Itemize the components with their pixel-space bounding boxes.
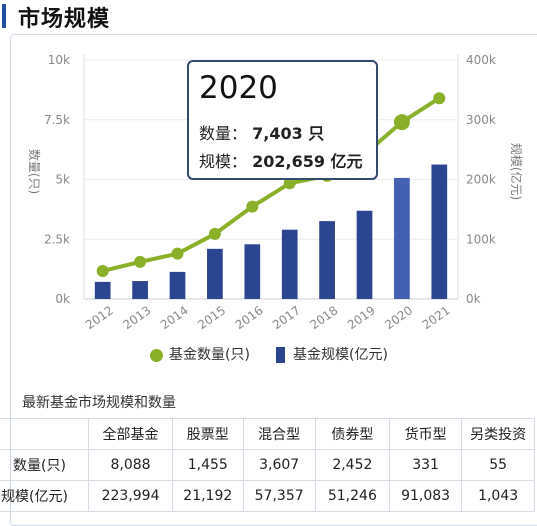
tooltip-count-value: 7,403 只 bbox=[252, 124, 325, 143]
table-cell: 1,455 bbox=[172, 449, 244, 481]
table-cell: 331 bbox=[388, 449, 463, 481]
table-header-cell: 股票型 bbox=[172, 418, 244, 450]
table-cell: 51,246 bbox=[314, 480, 390, 512]
title-accent-bar bbox=[2, 4, 6, 28]
x-tick-2016: 2016 bbox=[233, 303, 266, 332]
tooltip-count-row: 数量： 7,403 只 bbox=[199, 120, 324, 144]
legend-bar-icon bbox=[276, 347, 285, 363]
table-header-row: 全部基金 股票型 混合型 债券型 货币型 另类投资 bbox=[0, 418, 535, 450]
x-tick-2013: 2013 bbox=[120, 303, 153, 332]
table-row-label: 数量(只) bbox=[0, 449, 90, 481]
y-tick-right: 200k bbox=[466, 173, 496, 187]
table-cell: 91,083 bbox=[388, 480, 463, 512]
count-point-2021 bbox=[433, 92, 446, 105]
count-point-2014 bbox=[171, 247, 184, 260]
table-row-label: 规模(亿元) bbox=[0, 480, 90, 512]
legend-item-count[interactable]: 基金数量(只) bbox=[150, 344, 250, 364]
bar-2020 bbox=[394, 177, 410, 299]
x-tick-2015: 2015 bbox=[195, 303, 228, 332]
count-point-2020 bbox=[393, 114, 410, 131]
table-cell: 8,088 bbox=[88, 449, 174, 481]
y-axis-title-right: 规模(亿元) bbox=[509, 143, 524, 200]
table-cell: 223,994 bbox=[88, 480, 174, 512]
page-title: 市场规模 bbox=[18, 7, 111, 32]
tooltip-year: 2020 bbox=[199, 70, 278, 106]
table-header-cell: 债券型 bbox=[314, 418, 390, 450]
y-tick-left: 2.5k bbox=[44, 232, 70, 246]
tooltip-scale-value: 202,659 亿元 bbox=[252, 152, 363, 171]
table-header-cell: 另类投资 bbox=[461, 418, 535, 450]
x-tick-2017: 2017 bbox=[270, 303, 303, 332]
legend-item-scale[interactable]: 基金规模(亿元) bbox=[276, 344, 388, 364]
bar-2012 bbox=[94, 281, 111, 299]
fund-market-table: 全部基金 股票型 混合型 债券型 货币型 另类投资 数量(只) 8,088 1,… bbox=[0, 418, 535, 512]
bar-2018 bbox=[319, 221, 335, 299]
combo-chart[interactable]: 0k 0k 2.5k 100k 5k 200k 7.5k 300k 10k 400k 数量(只) 规模… bbox=[0, 0, 537, 340]
count-point-2012 bbox=[96, 264, 109, 277]
legend-label-scale: 基金规模(亿元) bbox=[293, 347, 388, 363]
y-tick-right: 100k bbox=[466, 232, 496, 246]
x-tick-2021: 2021 bbox=[420, 303, 453, 332]
bar-2013 bbox=[132, 281, 148, 299]
y-tick-right: 400k bbox=[466, 53, 496, 67]
x-tick-2018: 2018 bbox=[307, 303, 340, 332]
count-line bbox=[102, 96, 441, 273]
table-cell: 21,192 bbox=[172, 480, 244, 512]
table-cell: 2,452 bbox=[314, 449, 390, 481]
table-row: 数量(只) 8,088 1,455 3,607 2,452 331 55 bbox=[0, 449, 535, 481]
count-point-2016 bbox=[246, 200, 259, 213]
y-tick-right: 0k bbox=[466, 292, 481, 306]
x-tick-2020: 2020 bbox=[382, 303, 415, 332]
y-tick-left: 0k bbox=[55, 292, 70, 306]
bar-2015 bbox=[207, 248, 223, 299]
table-row: 规模(亿元) 223,994 21,192 57,357 51,246 91,0… bbox=[0, 480, 535, 512]
chart-tooltip: 2020 数量： 7,403 只 规模： 202,659 亿元 bbox=[187, 60, 378, 180]
bar-2016 bbox=[244, 244, 261, 299]
tooltip-scale-row: 规模： 202,659 亿元 bbox=[199, 148, 363, 172]
x-tick-2014: 2014 bbox=[158, 303, 191, 332]
table-cell: 55 bbox=[461, 449, 535, 481]
table-header-cell: 全部基金 bbox=[88, 418, 174, 450]
y-tick-left: 5k bbox=[55, 173, 70, 187]
x-tick-2012: 2012 bbox=[83, 303, 116, 332]
count-point-2013 bbox=[134, 255, 147, 268]
legend-label-count: 基金数量(只) bbox=[169, 347, 250, 363]
tooltip-scale-label: 规模： bbox=[199, 152, 248, 171]
table-cell: 1,043 bbox=[461, 480, 535, 512]
table-title: 最新基金市场规模和数量 bbox=[22, 395, 176, 411]
y-tick-right: 300k bbox=[466, 113, 496, 127]
table-header-cell: 混合型 bbox=[242, 418, 316, 450]
bar-2014 bbox=[169, 271, 186, 299]
count-point-2015 bbox=[208, 227, 221, 240]
table-cell: 3,607 bbox=[242, 449, 316, 481]
count-point-2017 bbox=[283, 177, 296, 190]
header: 市场规模 bbox=[0, 0, 537, 32]
table-header-cell bbox=[0, 418, 90, 450]
table-cell: 57,357 bbox=[242, 480, 316, 512]
y-tick-left: 7.5k bbox=[44, 113, 70, 127]
tooltip-count-label: 数量： bbox=[199, 124, 248, 143]
bar-2019 bbox=[356, 210, 373, 299]
table-header-cell: 货币型 bbox=[388, 418, 463, 450]
y-tick-left: 10k bbox=[48, 53, 70, 67]
bar-2021 bbox=[431, 164, 448, 299]
y-axis-title-left: 数量(只) bbox=[27, 149, 42, 194]
x-tick-2019: 2019 bbox=[345, 303, 378, 332]
legend-dot-icon bbox=[150, 348, 163, 362]
bar-2017 bbox=[281, 229, 298, 299]
